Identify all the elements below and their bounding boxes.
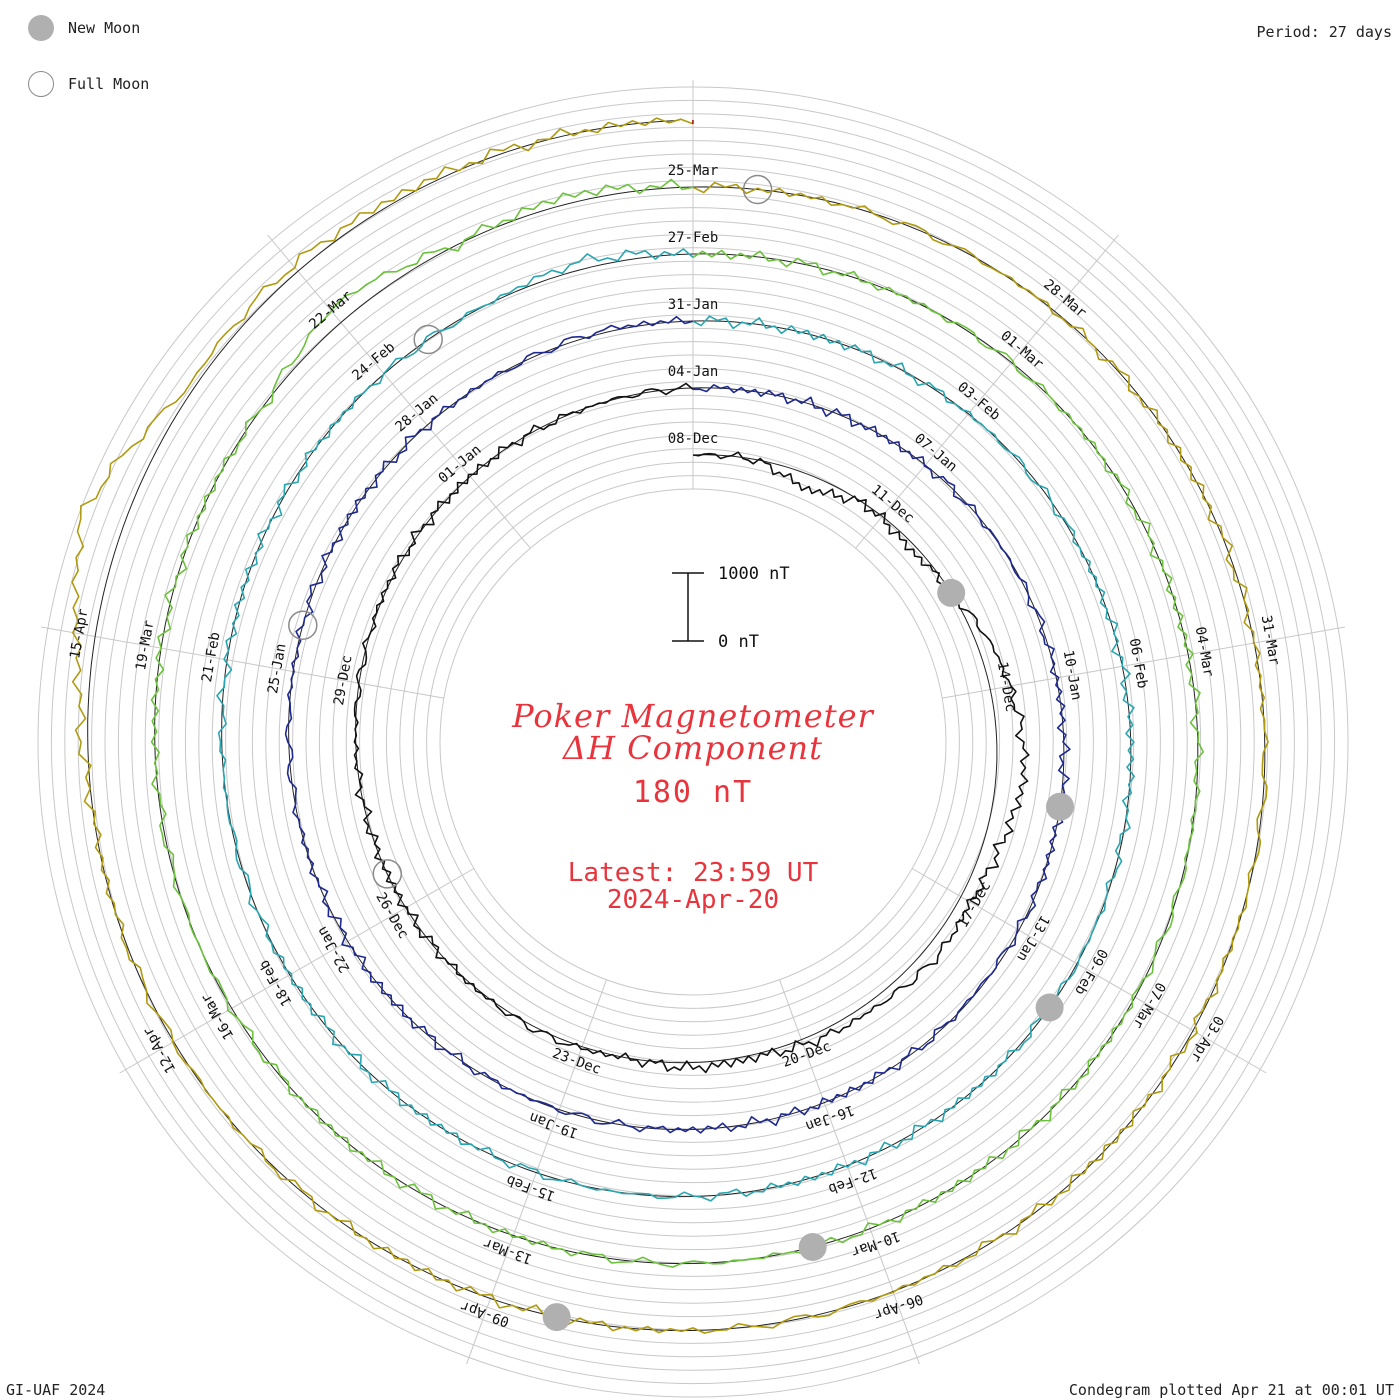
grid-spoke	[855, 234, 1119, 549]
spiral-date-label: 10-Mar	[849, 1227, 902, 1259]
full-moon-marker	[413, 324, 443, 355]
scale-bottom-label: 0 nT	[718, 632, 759, 652]
grid-spokes	[41, 80, 1345, 1365]
chart-value-label: 180 nT	[632, 775, 754, 810]
new-moon-marker	[937, 578, 966, 607]
new-moon-label: New Moon	[68, 19, 141, 37]
moon-markers	[288, 174, 1074, 1332]
trace-series-3	[150, 178, 1204, 1268]
grid-spoke	[466, 979, 607, 1365]
full-moon-marker	[372, 859, 403, 889]
spiral-date-label: 04-Jan	[668, 364, 719, 380]
full-moon-icon	[28, 71, 54, 97]
spiral-date-label: 12-Apr	[140, 1024, 179, 1076]
chart-title-line-1: Poker Magnetometer	[512, 697, 874, 735]
trace-series-1	[284, 315, 1071, 1134]
grid-spoke	[911, 868, 1267, 1074]
scale-top-label: 1000 nT	[718, 564, 790, 584]
legend-full-moon: Full Moon	[28, 71, 149, 97]
legend-new-moon: New Moon	[28, 15, 140, 41]
spiral-date-label: 27-Feb	[668, 230, 719, 246]
latest-date-label: 2024-Apr-20	[606, 885, 780, 915]
trace-series-4	[71, 117, 1269, 1334]
magnetometer-traces	[71, 117, 1269, 1334]
scale-bar: 1000 nT 0 nT	[672, 564, 790, 652]
latest-time-label: Latest: 23:59 UT	[567, 858, 819, 888]
grid-spoke	[942, 626, 1345, 699]
new-moon-marker	[542, 1303, 571, 1332]
grid-spoke	[119, 868, 475, 1074]
footer-credit: GI-UAF 2024	[6, 1381, 106, 1399]
spiral-date-label: 16-Mar	[198, 990, 237, 1042]
spiral-date-label: 31-Jan	[668, 297, 719, 313]
spiral-date-label: 22-Jan	[314, 923, 353, 975]
full-moon-marker	[742, 174, 773, 205]
spiral-date-label: 18-Feb	[256, 957, 295, 1009]
new-moon-icon	[28, 15, 54, 41]
trace-series-2	[216, 248, 1135, 1202]
grid-spoke	[267, 234, 531, 549]
spiral-date-label: 25-Mar	[668, 163, 719, 179]
spiral-date-label: 09-Apr	[458, 1297, 511, 1329]
full-moon-marker	[288, 610, 318, 640]
new-moon-marker	[1046, 792, 1074, 821]
spiral-date-label: 16-Jan	[803, 1102, 856, 1134]
spiral-date-label: 06-Apr	[872, 1290, 925, 1322]
new-moon-marker	[798, 1233, 827, 1261]
chart-title-line-2: ΔH Component	[562, 729, 824, 767]
spiral-date-label: 08-Dec	[668, 431, 719, 447]
grid-spoke	[41, 626, 444, 699]
new-moon-marker	[1035, 993, 1064, 1022]
period-label: Period: 27 days	[1256, 23, 1392, 41]
footer-plot-time: Condegram plotted Apr 21 at 00:01 UT	[1068, 1381, 1394, 1399]
full-moon-label: Full Moon	[68, 75, 150, 93]
